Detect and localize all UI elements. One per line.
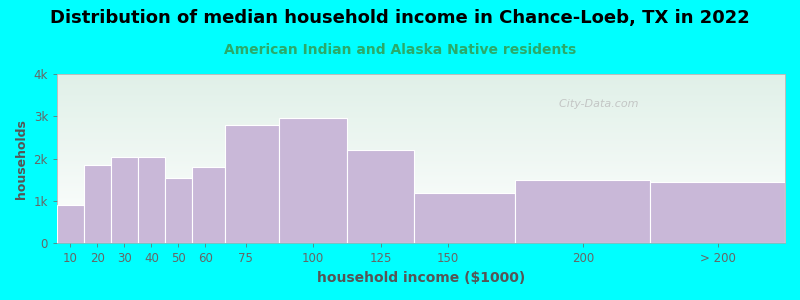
Bar [226,125,279,243]
Text: Distribution of median household income in Chance-Loeb, TX in 2022: Distribution of median household income … [50,9,750,27]
Bar [347,150,414,243]
Bar [414,193,515,243]
X-axis label: household income ($1000): household income ($1000) [317,271,525,285]
Bar [57,205,84,243]
Bar [111,157,138,243]
Bar [84,165,111,243]
Bar [138,157,165,243]
Bar [515,180,650,243]
Bar [279,118,347,243]
Bar [650,182,785,243]
Y-axis label: households: households [15,119,28,199]
Text: American Indian and Alaska Native residents: American Indian and Alaska Native reside… [224,44,576,58]
Bar [192,167,226,243]
Bar [165,178,192,243]
Text: City-Data.com: City-Data.com [552,100,638,110]
